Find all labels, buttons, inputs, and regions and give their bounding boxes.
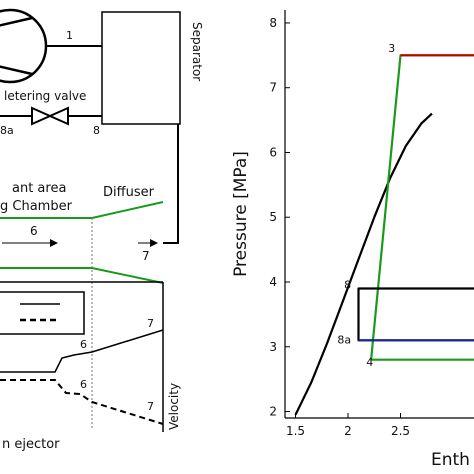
y-tick-label: 2	[269, 405, 277, 419]
velocity-axis-label: Velocity	[167, 383, 181, 430]
chart-xlabel: Enth	[431, 450, 470, 470]
y-tick-label: 4	[269, 275, 277, 289]
x-tick-label: 1.5	[286, 424, 305, 438]
ejector-profile-plot: 6 7 6 7 Velocity n ejector	[0, 281, 181, 452]
state-point-label: 8a	[337, 334, 351, 347]
x-tick-label: 2.5	[391, 424, 410, 438]
flow-state-7: 7	[142, 249, 150, 263]
series-group	[294, 54, 474, 416]
series-line-1	[370, 54, 474, 360]
y-tick-label: 8	[269, 16, 277, 30]
series-line-0	[294, 112, 433, 416]
state-8a-label: 8a	[0, 124, 14, 137]
compressor-symbol	[0, 8, 48, 84]
point-label-group: 3 8 8a 4	[337, 42, 395, 369]
y-tick-label: 5	[269, 210, 277, 224]
profile-state-7-upper: 7	[147, 317, 154, 330]
profile-state-6-upper: 6	[80, 338, 87, 351]
ph-chart: 2 3 4 5 6 7 8 1.5 2 2.5 3 8 8a 4 Pressure [MPa] Ent…	[231, 10, 474, 470]
y-tick-label: 3	[269, 340, 277, 354]
diffuser-label: Diffuser	[103, 185, 155, 200]
flow-state-6: 6	[30, 224, 38, 238]
motive-area-label: ant area	[12, 181, 66, 196]
left-schematic: 1 Separator letering valve 8 8a ant area…	[0, 8, 204, 452]
metering-valve-label: letering valve	[4, 89, 86, 103]
x-tick-group: 1.5 2 2.5	[286, 413, 410, 438]
valve-icon	[31, 106, 69, 126]
ejector-caption: n ejector	[2, 437, 60, 452]
mixing-chamber-label: g Chamber	[0, 199, 73, 214]
state-1-label: 1	[66, 29, 73, 42]
state-point-label: 8	[344, 278, 351, 291]
state-point-label: 4	[366, 356, 373, 369]
x-tick-label: 2	[344, 424, 352, 438]
separator-box	[101, 11, 181, 125]
ejector-outline	[0, 201, 164, 430]
profile-state-7-lower: 7	[147, 400, 154, 413]
chart-ylabel: Pressure [MPa]	[231, 151, 251, 277]
y-tick-label: 7	[269, 81, 277, 95]
state-8-label: 8	[93, 124, 100, 137]
y-tick-label: 6	[269, 145, 277, 159]
y-tick-group: 2 3 4 5 6 7 8	[269, 16, 290, 419]
separator-label: Separator	[190, 22, 204, 81]
pipe-7	[163, 124, 179, 244]
state-point-label: 3	[388, 42, 395, 55]
profile-legend	[0, 291, 85, 335]
profile-state-6-lower: 6	[80, 378, 87, 391]
